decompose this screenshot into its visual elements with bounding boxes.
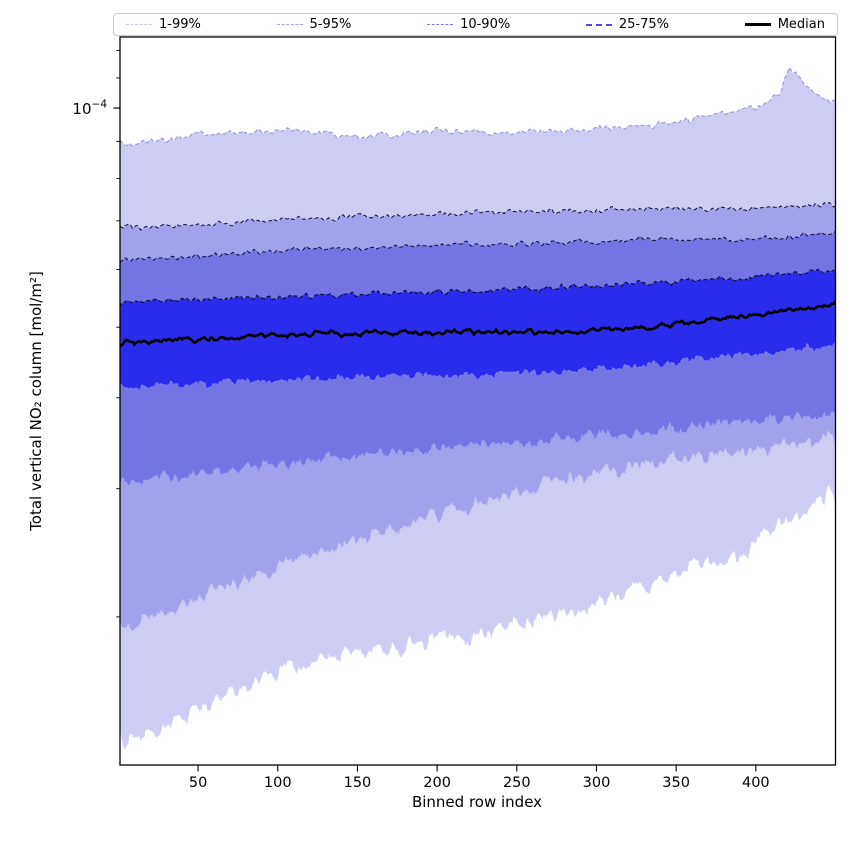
axes-layer: 50 100 150 200 250 300 350 400 [113, 49, 770, 791]
edge-line-p90 [120, 230, 836, 263]
edge-line-p01 [120, 485, 836, 752]
legend-line-sample-median [744, 23, 771, 26]
x-tick-label: 350 [662, 775, 690, 791]
plot-border [119, 36, 837, 766]
y-tick-mantissa: 10 [72, 100, 91, 118]
x-tick-label: 300 [583, 775, 611, 791]
y-major-tick-label: 10−4 [72, 99, 107, 119]
legend: 1-99% 5-95% 10-90% 25-75% Median [113, 13, 838, 36]
percentile-bands-layer [120, 67, 836, 751]
x-tick-label: 50 [189, 775, 207, 791]
x-tick-label: 250 [503, 775, 531, 791]
x-tick-label: 100 [264, 775, 292, 791]
legend-line-sample-10-90 [427, 24, 454, 25]
x-axis-label: Binned row index [412, 793, 542, 811]
legend-line-sample-1-99 [126, 24, 152, 25]
legend-label: 1-99% [159, 17, 201, 32]
legend-label: 25-75% [618, 17, 670, 32]
legend-line-sample-5-95 [276, 24, 303, 25]
legend-item-median: Median [744, 17, 825, 32]
percentile-lines-layer [120, 66, 836, 752]
legend-item-5-95: 5-95% [276, 17, 352, 32]
legend-item-10-90: 10-90% [427, 18, 510, 31]
edge-line-p05 [120, 430, 836, 632]
y-tick-exponent: −4 [92, 99, 108, 111]
legend-line-sample-25-75 [585, 23, 612, 26]
edge-line-p99 [120, 66, 836, 147]
y-axis-label: Total vertical NO₂ column [mol/m²] [27, 271, 45, 532]
legend-item-1-99: 1-99% [126, 18, 201, 31]
edge-line-p10 [120, 411, 836, 487]
edge-line-p95 [120, 201, 836, 231]
legend-label: 10-90% [460, 17, 511, 32]
x-tick-label: 400 [742, 775, 770, 791]
median-line [120, 300, 836, 347]
edge-line-p25 [120, 342, 836, 391]
legend-label: 5-95% [309, 17, 352, 32]
legend-label: Median [777, 17, 825, 32]
legend-item-25-75: 25-75% [585, 17, 670, 32]
x-tick-label: 150 [344, 775, 372, 791]
x-tick-label: 200 [423, 775, 451, 791]
